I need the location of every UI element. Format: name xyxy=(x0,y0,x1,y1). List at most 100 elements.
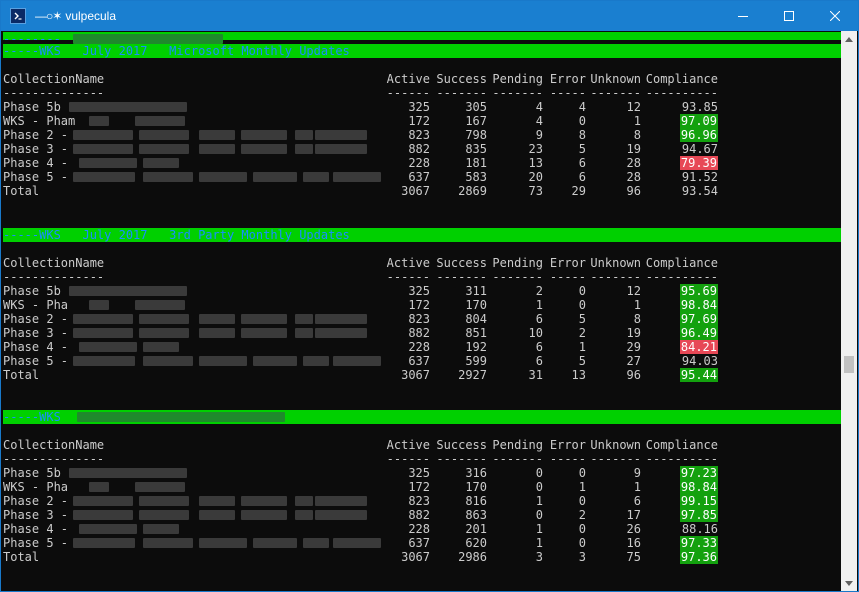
cell-error: 2 xyxy=(578,326,586,340)
cell-compliance: 93.85 xyxy=(681,100,718,114)
console-output[interactable]: -------- -----WKS July 2017 Microsoft Mon… xyxy=(2,31,842,591)
cell-compliance: 99.15 xyxy=(679,494,718,508)
close-button[interactable] xyxy=(812,1,858,31)
cell-pending: 31 xyxy=(528,368,543,382)
scroll-down-button[interactable] xyxy=(841,575,857,591)
underline-success: ------- xyxy=(436,270,487,284)
banner-line-top: -------- xyxy=(3,32,841,46)
collection-name: Phase 5b xyxy=(3,100,61,114)
cell-active: 823 xyxy=(408,494,430,508)
underline-compliance: ---------- xyxy=(645,270,718,284)
chevron-down-icon xyxy=(845,581,853,586)
redacted-text xyxy=(139,314,189,324)
cell-active: 228 xyxy=(408,522,430,536)
redacted-text xyxy=(303,172,329,182)
cell-error: 0 xyxy=(578,298,586,312)
redacted-text xyxy=(143,172,193,182)
cell-unknown: 29 xyxy=(626,340,641,354)
redacted-text xyxy=(73,314,133,324)
table-row: Phase 4 - 228 192 6 1 29 84.21 xyxy=(3,340,841,354)
redacted-text xyxy=(125,468,187,478)
redacted-text xyxy=(315,510,367,520)
cell-error: 2 xyxy=(578,508,586,522)
window-title: vulpecula xyxy=(65,9,117,23)
cell-error: 5 xyxy=(578,142,586,156)
cell-error: 1 xyxy=(578,480,586,494)
collection-name: Total xyxy=(3,368,40,382)
redacted-text xyxy=(143,342,179,352)
table-row: Phase 5b 325 311 2 0 12 95.69 xyxy=(3,284,841,298)
table-row: Phase 4 - 228 181 13 6 28 79.39 xyxy=(3,156,841,170)
scrollbar-thumb[interactable] xyxy=(844,356,854,373)
redacted-text xyxy=(139,328,189,338)
table-underline-row: -------------- ------ ------- ------- ----- -… xyxy=(3,86,841,100)
cell-compliance: 97.85 xyxy=(679,508,718,522)
vertical-scrollbar[interactable] xyxy=(841,31,857,591)
cell-unknown: 17 xyxy=(626,508,641,522)
redacted-text xyxy=(73,144,133,154)
cell-pending: 4 xyxy=(535,100,543,114)
cell-pending: 10 xyxy=(528,326,543,340)
cell-success: 167 xyxy=(465,114,487,128)
column-header-active: Active xyxy=(386,256,430,270)
collection-name: Phase 4 - xyxy=(3,156,69,170)
redacted-text xyxy=(143,356,193,366)
redacted-text xyxy=(295,314,313,324)
redacted-text xyxy=(241,328,287,338)
title-bar[interactable]: —○✶ vulpecula xyxy=(1,1,858,31)
table-row: Phase 2 - 823 804 6 5 8 97.69 xyxy=(3,312,841,326)
redacted-text xyxy=(241,144,287,154)
collection-name: Phase 2 - xyxy=(3,128,69,142)
redacted-text xyxy=(199,356,247,366)
column-header-active: Active xyxy=(386,438,430,452)
redacted-text xyxy=(69,286,135,296)
redacted-text xyxy=(199,510,235,520)
cell-error: 0 xyxy=(578,114,586,128)
cell-error: 0 xyxy=(578,536,586,550)
title-glyph: —○✶ xyxy=(35,9,62,23)
redacted-text xyxy=(69,102,135,112)
cell-error: 5 xyxy=(578,312,586,326)
underline-compliance: ---------- xyxy=(645,452,718,466)
report-banner: -----WKS July 2017 3rd Party Monthly Upd… xyxy=(3,228,841,242)
minimize-button[interactable] xyxy=(720,1,766,31)
redacted-text xyxy=(79,158,137,168)
redacted-text xyxy=(139,496,189,506)
underline-compliance: ---------- xyxy=(645,86,718,100)
cell-success: 816 xyxy=(465,494,487,508)
cell-unknown: 96 xyxy=(626,184,641,198)
cell-unknown: 12 xyxy=(626,100,641,114)
scroll-up-button[interactable] xyxy=(841,31,857,48)
redacted-text xyxy=(199,130,235,140)
cell-pending: 6 xyxy=(535,340,543,354)
redacted-text xyxy=(73,538,135,548)
redacted-text xyxy=(199,314,235,324)
cell-compliance: 98.84 xyxy=(679,298,718,312)
cell-compliance: 97.33 xyxy=(679,536,718,550)
cell-compliance: 96.96 xyxy=(679,128,718,142)
column-header-compliance: Compliance xyxy=(645,256,718,270)
cell-active: 172 xyxy=(408,114,430,128)
underline-active: ------ xyxy=(386,86,430,100)
cell-error: 4 xyxy=(578,100,586,114)
redacted-text xyxy=(79,524,137,534)
cell-active: 882 xyxy=(408,326,430,340)
report-title: WKS July 2017 Microsoft Monthly Updates xyxy=(39,44,350,58)
table-header-row: CollectionName Active Success Pending Error U… xyxy=(3,72,841,86)
cell-success: 316 xyxy=(465,466,487,480)
maximize-button[interactable] xyxy=(766,1,812,31)
cell-active: 228 xyxy=(408,156,430,170)
cell-error: 5 xyxy=(578,354,586,368)
column-header-pending: Pending xyxy=(492,256,543,270)
table-row: WKS - Pha 172 170 0 1 1 98.84 xyxy=(3,480,841,494)
cell-active: 3067 xyxy=(401,550,430,564)
cell-unknown: 28 xyxy=(626,156,641,170)
column-header-error: Error xyxy=(549,256,586,270)
cell-unknown: 28 xyxy=(626,170,641,184)
redacted-text xyxy=(69,468,135,478)
table-row: Phase 3 - 882 863 0 2 17 97.85 xyxy=(3,508,841,522)
cell-active: 637 xyxy=(408,536,430,550)
cell-pending: 1 xyxy=(535,536,543,550)
cell-unknown: 9 xyxy=(633,466,641,480)
cell-compliance: 95.44 xyxy=(679,368,718,382)
